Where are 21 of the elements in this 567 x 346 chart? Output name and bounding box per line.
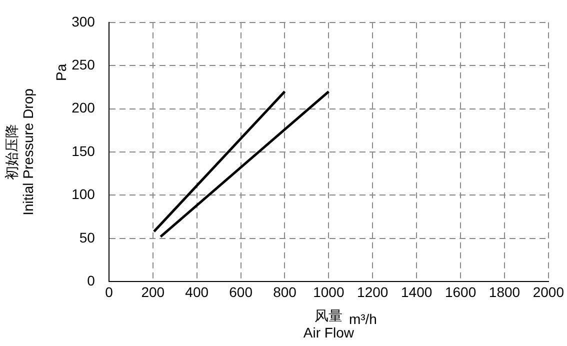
y-tick-label: 100	[72, 186, 96, 202]
x-tick-label: 1600	[444, 284, 476, 300]
x-tick-label: 1200	[357, 284, 388, 300]
text: Pa	[52, 64, 69, 81]
y-tick-label: 50	[79, 229, 96, 246]
y-tick-label: 250	[72, 56, 96, 72]
x-tick-label: 1800	[488, 284, 520, 300]
x-tick-label: 1000	[313, 284, 344, 300]
x-tick-label: 2000	[532, 284, 564, 300]
y-tick-label: 200	[72, 100, 96, 116]
y-axis-title: 初始压降 Initial Pressure Drop	[3, 88, 36, 216]
y-tick-label: 0	[87, 272, 96, 288]
x-tick-label: 800	[273, 284, 297, 300]
x-tick-label: 1400	[401, 284, 432, 300]
x-tick-label: 400	[185, 284, 209, 300]
y-tick-label: 300	[72, 13, 96, 30]
x-tick-label: 0	[105, 284, 114, 300]
x-tick-label: 200	[141, 284, 165, 300]
y-tick-label: 150	[72, 142, 96, 159]
text: m³/h	[348, 310, 377, 327]
x-tick-label: 600	[229, 284, 253, 300]
